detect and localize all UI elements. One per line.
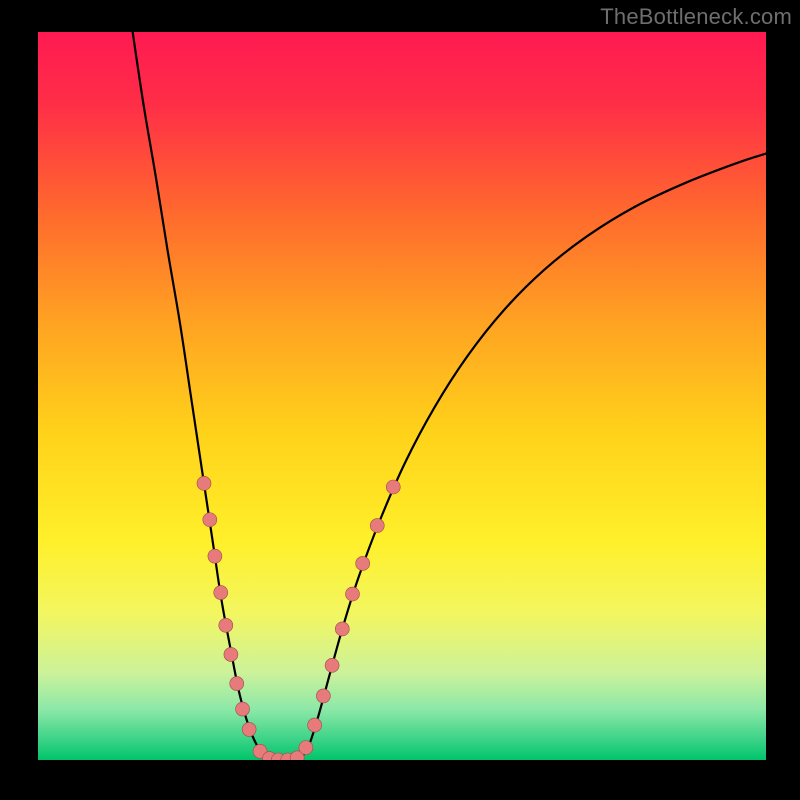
data-marker [219,618,233,632]
bottleneck-chart-svg [38,32,766,760]
plot-area [38,32,766,760]
data-marker [214,586,228,600]
data-marker [208,549,222,563]
data-marker [308,718,322,732]
data-marker [230,677,244,691]
data-marker [299,741,313,755]
data-marker [316,689,330,703]
data-marker [197,476,211,490]
data-marker [325,658,339,672]
data-marker [236,702,250,716]
watermark-text: TheBottleneck.com [600,4,792,30]
data-marker [335,622,349,636]
data-marker [242,722,256,736]
data-marker [370,519,384,533]
chart-frame: TheBottleneck.com [0,0,800,800]
data-marker [203,513,217,527]
gradient-background [38,32,766,760]
data-marker [345,587,359,601]
data-marker [224,647,238,661]
data-marker [356,556,370,570]
data-marker [386,480,400,494]
